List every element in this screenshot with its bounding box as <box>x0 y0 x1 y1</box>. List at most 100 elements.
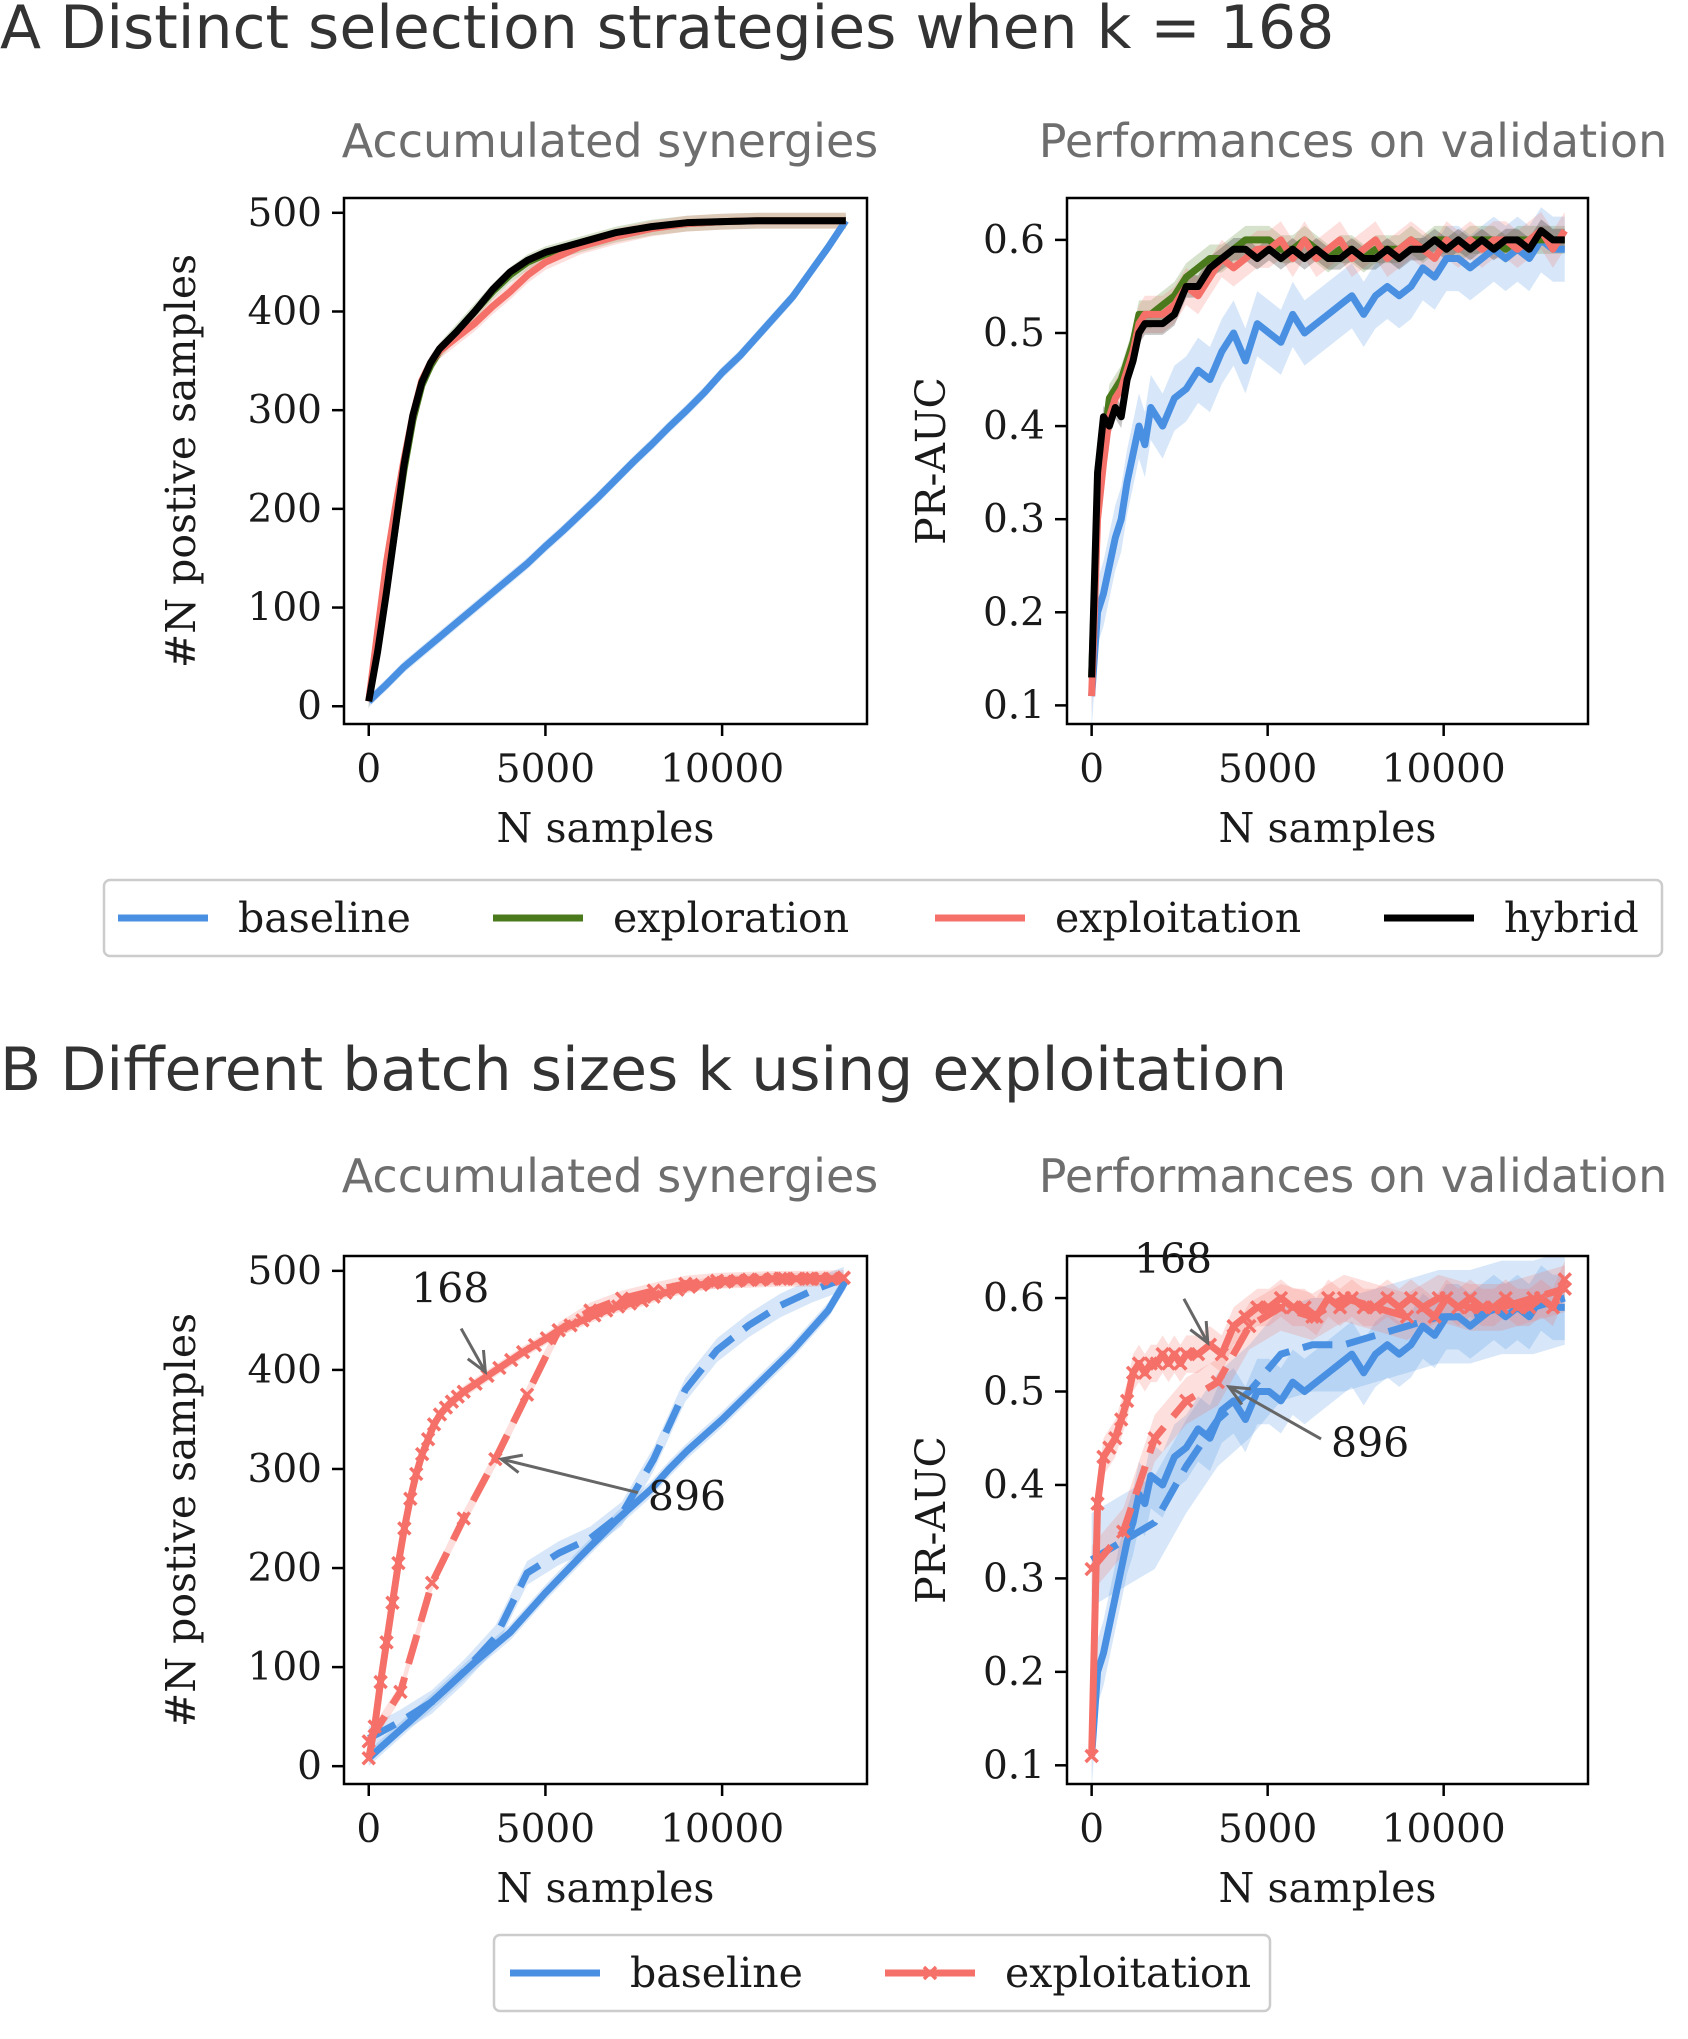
series-marker <box>1238 1309 1253 1324</box>
series-marker <box>456 1511 471 1526</box>
annotation-arrow <box>1182 1298 1210 1344</box>
plot-area <box>361 1266 851 1767</box>
series-marker <box>503 1352 519 1368</box>
series-marker <box>468 1376 483 1392</box>
series-marker <box>1173 1356 1188 1371</box>
y-axis-label: PR-AUC <box>907 377 955 545</box>
series-marker <box>1305 1309 1320 1324</box>
series-marker <box>836 1270 851 1286</box>
series-marker <box>1147 1430 1162 1446</box>
series-marker <box>391 1555 406 1571</box>
series-marker <box>1090 1496 1105 1511</box>
series-line-exploration <box>365 217 846 702</box>
series-marker <box>515 1344 531 1360</box>
plot-area <box>365 212 849 710</box>
x-tick-label: 10000 <box>660 1807 784 1852</box>
x-axis-label: N samples <box>1219 1864 1437 1912</box>
series-marker <box>693 1277 709 1292</box>
series-line <box>367 1275 845 1742</box>
y-axis-label: PR-AUC <box>907 1436 955 1604</box>
series-marker <box>1427 1309 1442 1324</box>
x-tick-label: 10000 <box>660 747 784 792</box>
legend-label: exploration <box>613 894 849 942</box>
series-line <box>1088 1285 1566 1572</box>
series-band <box>1091 211 1565 715</box>
series-marker <box>420 1432 436 1447</box>
subplot-title: Performances on validation <box>1039 114 1667 168</box>
axes-frame <box>342 1254 869 1786</box>
legend-item-hybrid: hybrid <box>1384 894 1639 942</box>
annotation-label: 896 <box>648 1473 726 1521</box>
annotation-arrow <box>500 1457 639 1495</box>
series-line-baseline <box>366 218 849 704</box>
annotation-label: 168 <box>411 1265 489 1313</box>
series-band <box>368 1269 844 1750</box>
series-marker <box>777 1271 792 1287</box>
panel-a-performances-validation: Performances on validation 0 5000 10000 0.1 0… <box>907 114 1667 852</box>
x-tick-label: 5000 <box>496 1807 595 1852</box>
panel-a-accumulated-synergies: Accumulated synergies 0 5000 10000 0 100 200 30… <box>157 114 878 852</box>
series-marker <box>1368 1300 1383 1315</box>
series-marker <box>1336 1290 1352 1306</box>
series-marker <box>1113 1412 1129 1427</box>
series-marker <box>646 1283 661 1298</box>
series-marker <box>456 1384 471 1399</box>
annotation-arrow <box>459 1327 487 1373</box>
series-marker <box>1320 1290 1336 1306</box>
y-tick-label: 0.1 <box>983 1743 1045 1788</box>
annotation-arrowhead <box>1225 1385 1251 1406</box>
series-marker <box>1399 1309 1415 1324</box>
x-tick-label: 0 <box>356 747 381 792</box>
legend-label: hybrid <box>1504 894 1639 942</box>
series-marker <box>583 1303 598 1318</box>
series-marker <box>1525 1290 1541 1306</box>
series-band <box>368 1266 844 1751</box>
series-marker <box>1462 1300 1478 1315</box>
legend-item-baseline: baseline <box>510 1949 803 1997</box>
series-marker <box>1084 1748 1099 1764</box>
y-tick-label: 500 <box>248 191 322 236</box>
series-marker <box>1403 1290 1419 1306</box>
series-line-exploitation <box>365 217 846 702</box>
panel-b-accumulated-synergies: Accumulated synergies 0 5000 10000 0 100 200 30… <box>157 1149 878 1912</box>
series-marker <box>424 1575 440 1591</box>
series-line-hybrid <box>365 217 846 702</box>
series-marker <box>678 1276 693 1291</box>
series-marker <box>1155 1346 1170 1362</box>
series-marker <box>788 1271 804 1287</box>
y-tick-label: 200 <box>248 1546 322 1591</box>
series-marker <box>551 1323 566 1338</box>
series-marker <box>824 1271 840 1287</box>
y-tick-label: 0.1 <box>983 683 1045 728</box>
legend-label: baseline <box>238 894 411 942</box>
y-tick-label: 0.5 <box>983 1370 1045 1415</box>
series-band <box>1091 1260 1565 1775</box>
annotation-arrow <box>1228 1385 1322 1441</box>
annotation-arrowhead <box>1189 1320 1210 1347</box>
y-tick-label: 0.2 <box>983 590 1045 635</box>
subplot-title: Accumulated synergies <box>342 114 878 168</box>
y-tick-label: 300 <box>248 1447 322 1492</box>
series-marker <box>414 1446 430 1462</box>
legend-item-baseline: baseline <box>118 894 411 942</box>
series-marker <box>1102 1440 1117 1455</box>
y-tick-label: 0.5 <box>983 311 1045 356</box>
legend-label: exploitation <box>1005 1949 1251 1997</box>
legend-section-a: baseline exploration exploitation hybrid <box>102 878 1664 958</box>
x-axis-label: N samples <box>497 804 715 852</box>
series-marker <box>1431 1290 1446 1306</box>
series-marker <box>1119 1393 1135 1409</box>
series-marker <box>1084 1561 1099 1577</box>
plot-area <box>1088 207 1568 724</box>
series-marker <box>1137 1365 1153 1381</box>
series-marker <box>379 1635 394 1650</box>
series-marker <box>1125 1365 1141 1381</box>
series-marker <box>1250 1300 1265 1315</box>
y-tick-label: 0.3 <box>983 497 1045 542</box>
series-marker <box>1190 1346 1206 1362</box>
y-tick-label: 100 <box>248 1645 322 1690</box>
subplot-title: Accumulated synergies <box>342 1149 878 1203</box>
annotation-label: 168 <box>1134 1235 1212 1283</box>
x-tick-label: 10000 <box>1382 1807 1506 1852</box>
